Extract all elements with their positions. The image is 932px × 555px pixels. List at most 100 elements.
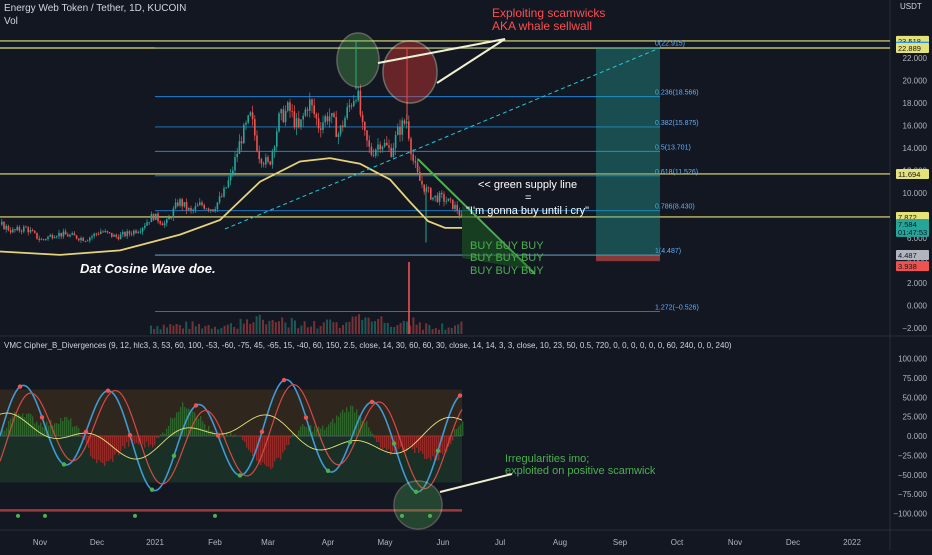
- annotation-cosine: Dat Cosine Wave doe.: [80, 261, 216, 276]
- volume-bar: [326, 320, 328, 334]
- candle-body: [340, 126, 342, 135]
- money-flow-bar: [134, 436, 135, 444]
- candle-body: [157, 214, 159, 222]
- annotation-supply-line: << green supply line: [478, 179, 577, 191]
- candle-body: [390, 148, 392, 157]
- volume-bar: [377, 319, 379, 334]
- price-tick-label: 0.000: [907, 302, 928, 311]
- volume-bar: [361, 320, 363, 334]
- candle-body: [324, 116, 326, 122]
- candle-body: [410, 139, 412, 155]
- candle-body: [122, 232, 124, 234]
- money-flow-bar: [384, 436, 385, 448]
- dashed-trend-line: [225, 48, 660, 229]
- volume-bar: [217, 329, 219, 334]
- money-flow-bar: [162, 433, 163, 436]
- money-flow-bar: [142, 436, 143, 444]
- candle-body: [159, 221, 161, 223]
- candle-body: [126, 231, 128, 236]
- signal-dot: [84, 430, 88, 434]
- volume-bar: [304, 321, 306, 334]
- candle-body: [14, 229, 16, 230]
- money-flow-bar: [322, 425, 323, 436]
- money-flow-bar: [178, 412, 179, 436]
- candle-body: [318, 118, 320, 128]
- candle-body: [225, 187, 227, 188]
- candle-body: [377, 145, 379, 150]
- money-flow-bar: [370, 431, 371, 436]
- price-tag-label: 11.694: [898, 170, 920, 179]
- candle-body: [30, 230, 32, 232]
- candle-body: [82, 238, 84, 241]
- money-flow-bar: [206, 429, 207, 436]
- money-flow-bar: [456, 429, 457, 436]
- fib-level-label: 0(22.915): [655, 41, 685, 48]
- candle-body: [384, 143, 386, 147]
- time-tick-label: Dec: [786, 538, 800, 547]
- candle-body: [382, 147, 384, 150]
- signal-dot: [304, 415, 308, 419]
- candle-body: [104, 231, 106, 232]
- volume-bar: [400, 323, 402, 334]
- money-flow-bar: [274, 436, 275, 461]
- annotation-scamwicks-2: AKA whale sellwall: [492, 19, 592, 33]
- money-flow-bar: [302, 424, 303, 436]
- candle-body: [362, 115, 364, 122]
- candle-body: [351, 105, 353, 106]
- time-tick-label: Sep: [613, 538, 628, 547]
- candle-body: [265, 157, 267, 164]
- candle-body: [16, 227, 18, 230]
- candle-body: [267, 157, 269, 162]
- candle-body: [87, 241, 89, 242]
- candle-body: [78, 239, 80, 241]
- annotation-irregular-2: exploited on positive scamwick: [505, 465, 656, 477]
- money-flow-bar: [276, 436, 277, 458]
- candle-body: [434, 196, 436, 198]
- candle-body: [118, 237, 120, 239]
- volume-bar: [230, 323, 232, 334]
- volume-bar: [345, 322, 347, 334]
- volume-bar: [268, 321, 270, 334]
- candle-body: [450, 199, 452, 200]
- fib-level-label: 0.618(11.526): [655, 169, 698, 176]
- money-flow-bar: [204, 424, 205, 436]
- candle-body: [298, 118, 300, 127]
- candle-body: [60, 233, 62, 237]
- money-flow-bar: [282, 436, 283, 453]
- candle-body: [206, 209, 208, 210]
- candle-body: [313, 105, 315, 114]
- volume-bar: [246, 319, 248, 334]
- candle-body: [80, 238, 82, 240]
- candle-body: [54, 237, 56, 238]
- candle-body: [252, 112, 254, 119]
- oscillator-tick-label: 0.000: [907, 432, 928, 441]
- candle-body: [5, 226, 7, 229]
- candle-body: [21, 231, 23, 232]
- volume-spike-bar: [408, 262, 410, 334]
- money-flow-bar: [344, 413, 345, 436]
- volume-bar: [310, 327, 312, 334]
- price-tick-label: 14.000: [903, 144, 928, 153]
- money-flow-bar: [270, 436, 271, 469]
- candle-body: [74, 233, 76, 235]
- volume-bar: [435, 328, 437, 334]
- candle-body: [69, 235, 71, 237]
- volume-bar: [428, 325, 430, 334]
- candle-body: [346, 107, 348, 118]
- candle-body: [366, 130, 368, 140]
- candle-body: [291, 111, 293, 112]
- candle-body: [208, 209, 210, 210]
- fib-level-label: 0.236(18.566): [655, 90, 699, 97]
- candle-body: [247, 115, 249, 122]
- candle-body: [307, 109, 309, 110]
- candle-body: [344, 118, 346, 127]
- volume-bar: [348, 322, 350, 334]
- volume-bar: [169, 324, 171, 334]
- candle-body: [168, 217, 170, 219]
- money-flow-bar: [444, 436, 445, 452]
- oscillator-tick-label: 100.000: [898, 355, 927, 364]
- money-flow-bar: [306, 427, 307, 436]
- volume-bar: [265, 324, 267, 334]
- candle-body: [58, 233, 60, 236]
- signal-dot: [458, 393, 462, 397]
